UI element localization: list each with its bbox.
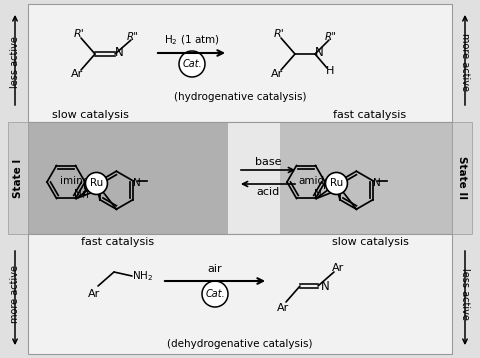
Text: N: N [133,178,141,188]
Text: more active: more active [10,265,20,323]
Text: (dehydrogenative catalysis): (dehydrogenative catalysis) [167,339,313,349]
Text: N: N [313,189,322,199]
Text: Cat.: Cat. [182,59,202,69]
Text: NH$_2$: NH$_2$ [132,269,153,283]
FancyBboxPatch shape [452,122,472,234]
Text: H: H [81,190,87,199]
Circle shape [202,281,228,307]
Text: N: N [83,181,91,191]
Circle shape [179,51,205,77]
Text: slow catalysis: slow catalysis [332,237,408,247]
Text: air: air [208,264,222,274]
Text: Ar: Ar [88,289,100,299]
Text: more active: more active [460,33,470,91]
Text: fast catalysis: fast catalysis [82,237,155,247]
Text: Ar: Ar [71,69,83,79]
Text: State II: State II [457,156,467,199]
Text: N: N [323,181,331,191]
Text: R': R' [73,29,84,39]
Text: less active: less active [10,36,20,88]
Text: Ar: Ar [332,263,344,273]
Text: base: base [255,157,281,167]
FancyBboxPatch shape [28,4,452,122]
Circle shape [85,173,108,194]
Text: H: H [326,66,334,76]
Text: R': R' [274,29,284,39]
Text: imino: imino [60,176,89,187]
FancyBboxPatch shape [8,122,28,234]
Text: fast catalysis: fast catalysis [334,110,407,120]
Text: N: N [315,47,324,59]
Text: N: N [321,281,330,294]
Text: Ar: Ar [277,303,289,313]
Text: amido: amido [298,176,331,187]
Text: R": R" [325,32,337,42]
Text: N: N [115,47,124,59]
Text: less active: less active [460,268,470,320]
Text: (hydrogenative catalysis): (hydrogenative catalysis) [174,92,306,102]
Text: R": R" [127,32,139,42]
Text: acid: acid [256,187,280,197]
Text: Ru: Ru [330,178,343,188]
FancyBboxPatch shape [228,122,280,234]
FancyBboxPatch shape [28,234,452,354]
Circle shape [325,173,348,194]
Text: Ru: Ru [90,178,103,188]
Text: slow catalysis: slow catalysis [51,110,129,120]
FancyBboxPatch shape [280,122,452,234]
Text: N: N [73,189,82,199]
Text: N: N [373,178,381,188]
Text: H$_2$ (1 atm): H$_2$ (1 atm) [164,33,220,47]
Text: State I: State I [13,158,23,198]
Text: Cat.: Cat. [205,289,225,299]
FancyBboxPatch shape [28,122,228,234]
Text: Ar: Ar [271,69,283,79]
